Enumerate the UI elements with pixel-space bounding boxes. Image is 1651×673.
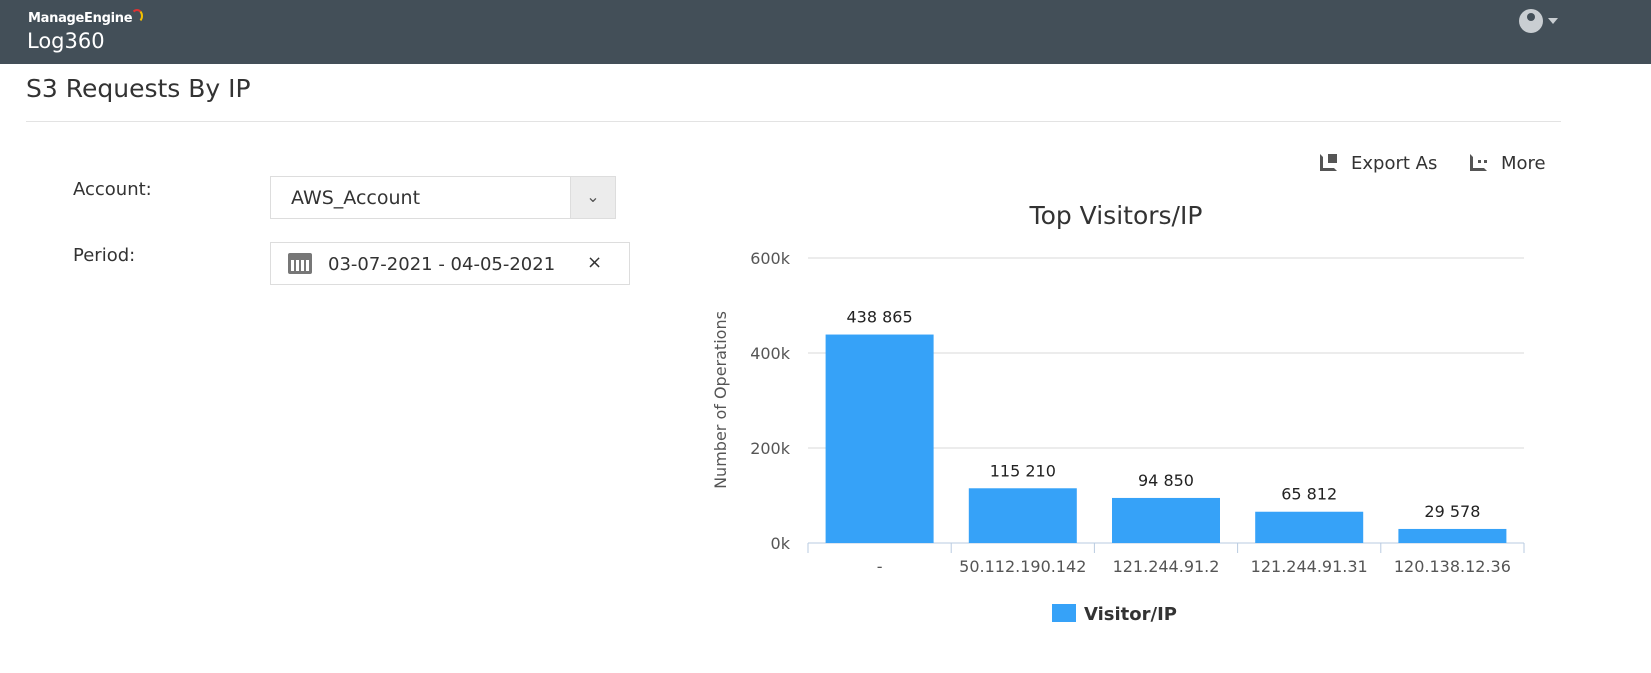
data-label: 29 578 bbox=[1424, 502, 1480, 521]
page-title: S3 Requests By IP bbox=[26, 74, 251, 103]
export-as-button[interactable]: Export As bbox=[1320, 153, 1437, 174]
period-label: Period: bbox=[73, 245, 136, 266]
legend-label: Visitor/IP bbox=[1084, 604, 1177, 625]
x-tick-label: 121.244.91.2 bbox=[1113, 557, 1220, 576]
y-axis-label: Number of Operations bbox=[711, 311, 730, 489]
period-picker[interactable]: 03-07-2021 - 04-05-2021 × bbox=[270, 242, 630, 285]
bar bbox=[968, 488, 1077, 543]
user-avatar-icon[interactable] bbox=[1519, 9, 1543, 33]
x-tick-label: - bbox=[877, 557, 883, 576]
bar bbox=[1112, 497, 1220, 543]
logo-arc-icon bbox=[131, 9, 143, 23]
y-tick-label: 200k bbox=[750, 439, 791, 458]
export-label: Export As bbox=[1351, 153, 1438, 174]
divider bbox=[26, 121, 1561, 122]
more-icon bbox=[1470, 154, 1487, 171]
x-tick-label: 50.112.190.142 bbox=[959, 557, 1086, 576]
chevron-down-icon[interactable] bbox=[1548, 18, 1558, 29]
more-label: More bbox=[1501, 153, 1546, 174]
y-tick-label: 600k bbox=[750, 249, 791, 268]
y-tick-label: 0k bbox=[771, 534, 791, 553]
more-button[interactable]: More bbox=[1470, 153, 1546, 174]
brand-logo: ManageEngine bbox=[28, 11, 133, 26]
x-tick-label: 120.138.12.36 bbox=[1394, 557, 1511, 576]
calendar-icon[interactable] bbox=[288, 253, 312, 274]
period-value: 03-07-2021 - 04-05-2021 bbox=[328, 254, 556, 275]
clear-period-button[interactable]: × bbox=[587, 252, 603, 273]
product-name[interactable]: Log360 bbox=[27, 29, 105, 53]
data-label: 94 850 bbox=[1138, 471, 1194, 490]
top-bar: ManageEngine Log360 bbox=[0, 0, 1651, 64]
data-label: 438 865 bbox=[847, 308, 913, 327]
export-icon bbox=[1320, 154, 1337, 171]
x-tick-label: 121.244.91.31 bbox=[1251, 557, 1368, 576]
bar bbox=[1255, 511, 1364, 543]
bar bbox=[1398, 528, 1507, 543]
legend-swatch bbox=[1052, 604, 1076, 622]
data-label: 115 210 bbox=[990, 461, 1056, 480]
account-label: Account: bbox=[73, 179, 152, 200]
chart-title: Top Visitors/IP bbox=[1029, 201, 1203, 230]
account-value: AWS_Account bbox=[291, 187, 421, 209]
y-tick-label: 400k bbox=[750, 344, 791, 363]
bar bbox=[825, 334, 934, 543]
data-label: 65 812 bbox=[1281, 485, 1337, 504]
chevron-down-icon[interactable]: ⌄ bbox=[570, 177, 615, 218]
account-select[interactable]: AWS_Account ⌄ bbox=[270, 176, 616, 219]
